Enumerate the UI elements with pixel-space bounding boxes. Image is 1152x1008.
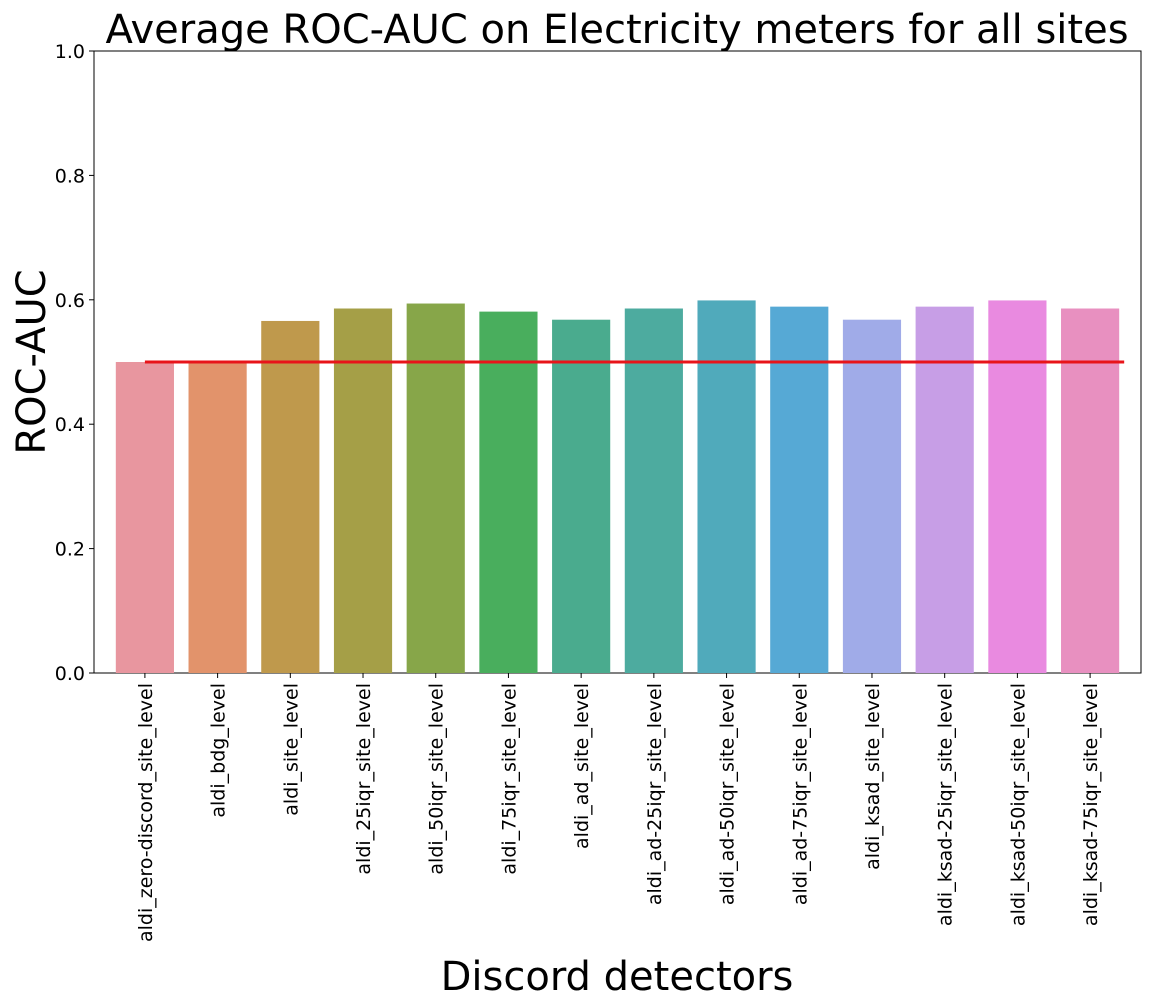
bar [261,320,320,673]
bar [333,308,393,673]
bar [188,362,247,673]
x-tick-label: aldi_zero-discord_site_level [135,683,157,942]
x-tick-label: aldi_50iqr_site_level [426,683,448,875]
bar [479,311,538,673]
x-tick-label: aldi_ksad-50iqr_site_level [1007,683,1029,926]
bar [406,303,465,673]
y-tick-label: 0.0 [55,663,85,685]
x-tick-label: aldi_ad-75iqr_site_level [789,683,811,905]
y-tick-label: 0.4 [55,414,85,436]
x-tick-label: aldi_ksad-75iqr_site_level [1080,683,1102,926]
y-tick-label: 1.0 [55,41,85,63]
x-tick-label: aldi_bdg_level [208,683,230,818]
bar [624,308,683,673]
y-tick-label: 0.2 [55,539,85,561]
bar [1061,308,1120,673]
x-tick-label: aldi_ksad-25iqr_site_level [935,683,957,926]
x-axis: aldi_zero-discord_site_level aldi_bdg_lev… [135,673,1102,942]
x-axis-label: Discord detectors [441,954,794,1000]
x-tick-label: aldi_25iqr_site_level [353,683,375,875]
y-tick-label: 0.6 [55,290,85,312]
bar [697,300,756,673]
bar [842,319,902,673]
y-tick-label: 0.8 [55,165,85,187]
bar [915,306,974,673]
bar [770,306,829,673]
x-tick-label: aldi_75iqr_site_level [498,683,520,875]
bars-group [115,300,1120,673]
x-tick-label: aldi_site_level [280,683,302,816]
y-axis-label: ROC-AUC [9,269,55,454]
x-tick-label: aldi_ad_site_level [571,683,593,849]
bar [552,319,611,673]
y-axis: 0.0 0.2 0.4 0.6 0.8 1.0 [55,41,94,685]
bar [988,300,1047,673]
x-tick-label: aldi_ksad_site_level [862,683,884,870]
chart-title: Average ROC-AUC on Electricity meters fo… [105,7,1128,53]
bar [115,362,174,673]
x-tick-label: aldi_ad-25iqr_site_level [644,683,666,905]
plot-frame [93,50,1142,674]
x-tick-label: aldi_ad-50iqr_site_level [717,683,739,905]
